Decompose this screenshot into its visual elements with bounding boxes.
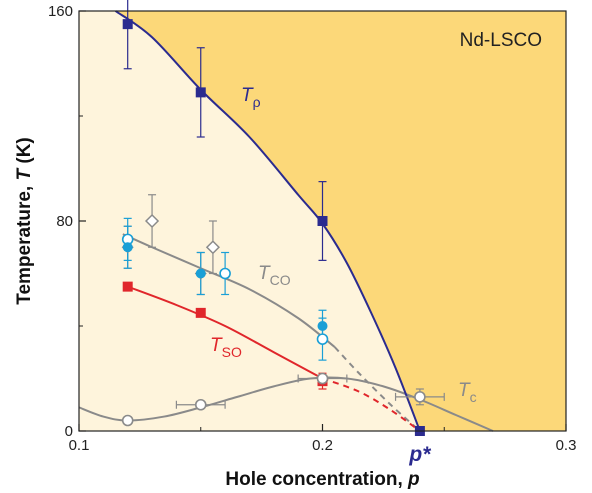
x-tick-label: 0.2 — [312, 437, 333, 454]
data-point-open-circle-gray — [194, 398, 207, 411]
trho-label: Tρ — [241, 85, 261, 110]
tco-label-main: T — [258, 263, 271, 284]
tso-label-sub: SO — [222, 344, 242, 360]
material-annotation: Nd-LSCO — [460, 30, 542, 51]
x-tick-label: 0.3 — [556, 437, 577, 454]
tso-label: TSO — [210, 335, 242, 360]
tco-label: TCO — [258, 263, 291, 288]
x-axis-title-var: p — [407, 469, 420, 490]
y-tick-label: 0 — [65, 423, 73, 440]
y-axis-title-text: Temperature, — [14, 181, 35, 305]
x-tick-label: 0.1 — [69, 437, 90, 454]
data-point-filled-circle-blue — [317, 321, 328, 331]
pstar-label: p* — [408, 443, 431, 466]
data-point-filled-square — [317, 216, 328, 226]
y-axis-title: Temperature, T (K) — [14, 137, 35, 305]
tso-label-main: T — [210, 335, 223, 356]
data-point-open-circle-gray — [414, 391, 426, 403]
axes-layer: 0.1 0.2 0.3 0 80 160 — [48, 3, 576, 454]
data-point-open-circle-gray — [121, 414, 134, 427]
data-point-filled-circle-blue — [122, 242, 133, 253]
labels-layer: Hole concentration, p Temperature, T (K) N… — [14, 30, 542, 490]
data-point-open-diamond — [205, 240, 220, 255]
y-tick-label: 160 — [48, 3, 73, 20]
y-axis-title-unit: (K) — [14, 137, 35, 169]
x-axis-title: Hole concentration, p — [225, 469, 419, 490]
trho-label-main: T — [241, 85, 254, 106]
tc-label-sub: c — [470, 389, 477, 405]
data-point-open-circle-blue — [219, 267, 231, 280]
y-tick-label: 80 — [56, 213, 73, 230]
tc-label: Tc — [458, 380, 477, 405]
tco-label-sub: CO — [270, 272, 291, 288]
data-point-open-circle-blue — [316, 333, 329, 345]
trho-label-sub: ρ — [253, 94, 261, 110]
x-axis-title-text: Hole concentration, — [225, 469, 408, 490]
tc-label-main: T — [458, 380, 471, 401]
y-axis-title-var: T — [14, 168, 35, 181]
plot-background — [79, 11, 566, 431]
data-point-filled-circle-blue — [195, 268, 206, 279]
data-point-open-circle-gray — [316, 372, 329, 385]
tso-curve — [127, 285, 323, 380]
markers-layer — [121, 19, 426, 436]
trho-curve — [114, 10, 421, 432]
data-point-filled-square-red — [195, 307, 206, 318]
ordered-region — [79, 11, 420, 431]
data-point-filled-square — [195, 87, 206, 98]
tco-dashed-curve — [333, 346, 421, 432]
tso-dashed-curve — [322, 377, 421, 432]
data-point-open-diamond — [144, 213, 160, 229]
data-point-filled-square — [122, 19, 133, 30]
data-point-filled-square-red — [122, 281, 133, 292]
